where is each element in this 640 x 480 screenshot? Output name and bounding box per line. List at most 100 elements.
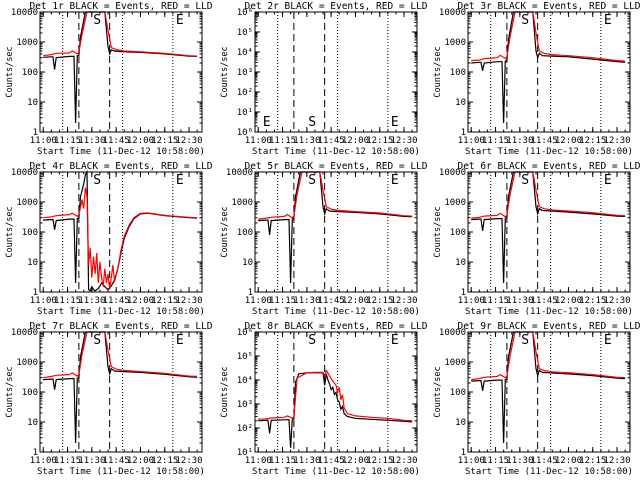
x-tick-label: 12:00 bbox=[342, 456, 369, 466]
y-tick-label: 10000 bbox=[11, 328, 38, 338]
plot-frame bbox=[254, 171, 418, 293]
x-tick-label: 12:00 bbox=[555, 296, 582, 306]
marker-label: E bbox=[604, 333, 612, 348]
plot-frame bbox=[467, 171, 631, 293]
events-series-line bbox=[43, 169, 198, 292]
plot-frame bbox=[467, 11, 631, 133]
y-axis-label: Counts/sec bbox=[5, 206, 15, 257]
x-tick-label: 12:00 bbox=[127, 296, 154, 306]
x-tick-label: 11:15 bbox=[482, 136, 509, 146]
plot-frame bbox=[467, 331, 631, 453]
y-tick-label: 100 bbox=[22, 228, 38, 238]
x-axis-label: Start Time (11-Dec-12 10:58:00) bbox=[37, 307, 205, 317]
plot-frame bbox=[254, 11, 418, 133]
y-tick-label: 100 bbox=[450, 68, 466, 78]
x-tick-label: 11:15 bbox=[482, 456, 509, 466]
y-tick-label: 10000 bbox=[226, 168, 253, 178]
plot-title: Det 6r BLACK = Events, RED = LLD bbox=[457, 161, 640, 172]
x-tick-label: 12:00 bbox=[555, 136, 582, 146]
x-tick-label: 11:15 bbox=[482, 296, 509, 306]
y-tick-label: 10000 bbox=[11, 8, 38, 18]
y-tick-label: 10⁶ bbox=[237, 8, 253, 18]
plot-title: Det 7r BLACK = Events, RED = LLD bbox=[29, 321, 212, 332]
y-tick-label: 10³ bbox=[237, 400, 253, 410]
x-tick-label: 12:00 bbox=[127, 456, 154, 466]
x-tick-label: 11:30 bbox=[293, 296, 320, 306]
y-tick-label: 10000 bbox=[11, 168, 38, 178]
x-tick-label: 12:30 bbox=[390, 296, 417, 306]
x-tick-label: 11:15 bbox=[54, 296, 81, 306]
y-tick-label: 1 bbox=[33, 288, 38, 298]
x-tick-label: 11:15 bbox=[54, 456, 81, 466]
y-tick-label: 100 bbox=[237, 228, 253, 238]
x-tick-label: 11:00 bbox=[30, 456, 57, 466]
marker-label: E bbox=[604, 13, 612, 28]
y-tick-label: 1 bbox=[33, 128, 38, 138]
marker-label: S bbox=[93, 333, 101, 348]
x-tick-label: 11:30 bbox=[78, 136, 105, 146]
events-series-line bbox=[258, 171, 413, 284]
plot-frame bbox=[39, 171, 203, 293]
x-tick-label: 12:15 bbox=[579, 136, 606, 146]
y-tick-label: 10⁴ bbox=[237, 376, 253, 386]
x-tick-label: 11:45 bbox=[531, 456, 558, 466]
y-axis-label: Counts/sec bbox=[220, 206, 230, 257]
x-axis-label: Start Time (11-Dec-12 10:58:00) bbox=[465, 147, 633, 157]
y-tick-label: 10¹ bbox=[237, 448, 253, 458]
x-tick-label: 12:00 bbox=[127, 136, 154, 146]
x-tick-label: 11:45 bbox=[531, 296, 558, 306]
plot-frame bbox=[39, 11, 203, 133]
y-tick-label: 10 bbox=[242, 258, 253, 268]
y-tick-label: 10² bbox=[237, 88, 253, 98]
x-axis-label: Start Time (11-Dec-12 10:58:00) bbox=[37, 467, 205, 477]
x-tick-label: 11:45 bbox=[318, 456, 345, 466]
x-tick-label: 12:30 bbox=[175, 296, 202, 306]
marker-label: S bbox=[521, 333, 529, 348]
x-tick-label: 11:45 bbox=[103, 296, 130, 306]
y-tick-label: 10 bbox=[455, 98, 466, 108]
marker-label: S bbox=[308, 115, 316, 130]
marker-label: E bbox=[391, 173, 399, 188]
y-tick-label: 1 bbox=[33, 448, 38, 458]
y-axis-label: Counts/sec bbox=[433, 366, 443, 417]
x-tick-label: 12:30 bbox=[175, 136, 202, 146]
x-tick-label: 12:30 bbox=[390, 456, 417, 466]
y-tick-label: 10000 bbox=[439, 168, 466, 178]
events-series-line bbox=[471, 11, 626, 124]
y-tick-label: 1000 bbox=[444, 38, 466, 48]
x-tick-label: 11:30 bbox=[78, 296, 105, 306]
x-tick-label: 11:15 bbox=[269, 136, 296, 146]
x-axis-label: Start Time (11-Dec-12 10:58:00) bbox=[465, 467, 633, 477]
y-tick-label: 10⁰ bbox=[237, 128, 253, 138]
x-tick-label: 11:45 bbox=[318, 296, 345, 306]
marker-label: E bbox=[391, 115, 399, 130]
events-series-line bbox=[471, 331, 626, 444]
y-tick-label: 1 bbox=[248, 288, 253, 298]
x-tick-label: 11:45 bbox=[103, 136, 130, 146]
y-tick-label: 100 bbox=[22, 68, 38, 78]
marker-label: E bbox=[604, 173, 612, 188]
x-tick-label: 11:30 bbox=[506, 456, 533, 466]
x-axis-label: Start Time (11-Dec-12 10:58:00) bbox=[252, 307, 420, 317]
lld-series-line bbox=[43, 11, 198, 57]
marker-label: S bbox=[308, 333, 316, 348]
lld-series-line bbox=[471, 11, 626, 62]
y-tick-label: 1000 bbox=[16, 198, 38, 208]
plot-title: Det 2r BLACK = Events, RED = LLD bbox=[244, 1, 427, 12]
x-tick-label: 11:30 bbox=[78, 456, 105, 466]
marker-label: E bbox=[176, 333, 184, 348]
plot-title: Det 4r BLACK = Events, RED = LLD bbox=[29, 161, 212, 172]
lld-series-line bbox=[43, 187, 198, 290]
x-tick-label: 11:45 bbox=[531, 136, 558, 146]
events-series-line bbox=[471, 171, 626, 284]
x-tick-label: 11:00 bbox=[458, 296, 485, 306]
y-tick-label: 10² bbox=[237, 424, 253, 434]
y-axis-label: Counts/sec bbox=[220, 366, 230, 417]
marker-label: S bbox=[521, 13, 529, 28]
marker-label: S bbox=[93, 13, 101, 28]
